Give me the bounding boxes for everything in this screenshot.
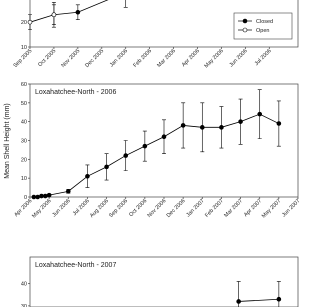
marker bbox=[43, 193, 48, 199]
marker bbox=[27, 19, 33, 25]
marker bbox=[65, 189, 71, 194]
x-tick-label: Jun 2006 bbox=[51, 198, 71, 218]
y-tick-label: 50 bbox=[21, 101, 27, 107]
marker bbox=[142, 143, 148, 149]
y-tick-label: 40 bbox=[21, 120, 27, 126]
x-tick-label: Feb 2006 bbox=[132, 48, 153, 69]
x-tick-label: Sep 2006 bbox=[108, 198, 129, 219]
marker bbox=[35, 194, 40, 200]
legend-label: Open bbox=[256, 28, 269, 34]
x-tick-label: Mar 2007 bbox=[223, 198, 244, 219]
marker bbox=[219, 125, 224, 130]
page: {"chart_data": [ {"type": "line", "legen… bbox=[4, 0, 302, 307]
x-tick-label: Jun 2007 bbox=[281, 198, 301, 218]
x-tick-label: May 2007 bbox=[261, 198, 282, 219]
marker bbox=[199, 125, 205, 130]
marker bbox=[46, 192, 52, 198]
marker bbox=[39, 193, 44, 199]
marker bbox=[276, 121, 282, 126]
error-bar bbox=[276, 281, 281, 307]
legend-box bbox=[233, 12, 293, 40]
x-tick-label: Feb 2007 bbox=[204, 198, 225, 219]
marker bbox=[257, 111, 263, 117]
x-tick-label: Aug 2006 bbox=[89, 198, 110, 219]
x-tick-label: Dec 2005 bbox=[84, 48, 105, 69]
x-tick-label: Jan 2006 bbox=[109, 48, 129, 68]
x-tick-label: Oct 2005 bbox=[37, 48, 57, 68]
x-tick-label: Oct 2006 bbox=[128, 198, 148, 218]
marker bbox=[161, 134, 167, 140]
plot-frame bbox=[29, 0, 299, 48]
x-tick-label: Dec 2006 bbox=[166, 198, 187, 219]
y-tick-label: 10 bbox=[21, 176, 27, 182]
marker bbox=[123, 153, 129, 158]
y-axis-label: Mean Shell Height (mm) bbox=[4, 103, 11, 178]
marker bbox=[238, 119, 243, 124]
y-tick-label: 20 bbox=[21, 20, 27, 26]
x-tick-label: Jul 2006 bbox=[254, 48, 273, 67]
marker bbox=[75, 9, 81, 15]
x-tick-label: Mar 2006 bbox=[156, 48, 177, 69]
y-tick-label: 40 bbox=[21, 282, 27, 288]
marker bbox=[104, 164, 109, 170]
x-tick-label: Jul 2006 bbox=[72, 198, 91, 217]
x-tick-label: Nov 2005 bbox=[60, 48, 81, 69]
x-tick-label: Apr 2006 bbox=[181, 48, 201, 68]
marker bbox=[276, 296, 282, 302]
error-bar bbox=[123, 0, 128, 8]
y-tick-label: 30 bbox=[21, 139, 27, 145]
x-tick-label: May 2006 bbox=[31, 198, 52, 219]
y-tick-label: 20 bbox=[21, 157, 27, 163]
series-line bbox=[33, 113, 280, 198]
y-tick-label: 30 bbox=[21, 0, 27, 1]
x-tick-label: Nov 2006 bbox=[147, 198, 168, 219]
y-tick-label: 60 bbox=[21, 82, 27, 88]
panel-title: Loxahatchee-North - 2006 bbox=[35, 89, 116, 96]
legend-marker bbox=[242, 18, 248, 24]
y-tick-label: 10 bbox=[21, 45, 27, 51]
marker bbox=[85, 173, 90, 179]
y-tick-label: 0 bbox=[24, 195, 27, 201]
x-tick-label: Jun 2006 bbox=[229, 48, 249, 68]
series-line bbox=[238, 298, 279, 302]
series-line bbox=[29, 14, 55, 23]
legend-label: Closed bbox=[256, 19, 273, 25]
marker bbox=[180, 123, 186, 128]
x-tick-label: May 2006 bbox=[204, 48, 225, 69]
marker bbox=[31, 194, 37, 200]
series-line bbox=[53, 0, 109, 16]
x-tick-label: Jan 2007 bbox=[185, 198, 205, 218]
panel-title: Loxahatchee-North - 2007 bbox=[35, 262, 116, 269]
marker bbox=[51, 12, 57, 18]
x-tick-label: Sep 2005 bbox=[13, 48, 34, 69]
marker bbox=[236, 299, 241, 304]
y-tick-label: 30 bbox=[21, 304, 27, 307]
chart: Mean Shell Height (mm) 102030Sep 2005Oct… bbox=[4, 0, 301, 307]
legend-marker bbox=[242, 27, 248, 33]
plot-frame bbox=[29, 256, 299, 307]
